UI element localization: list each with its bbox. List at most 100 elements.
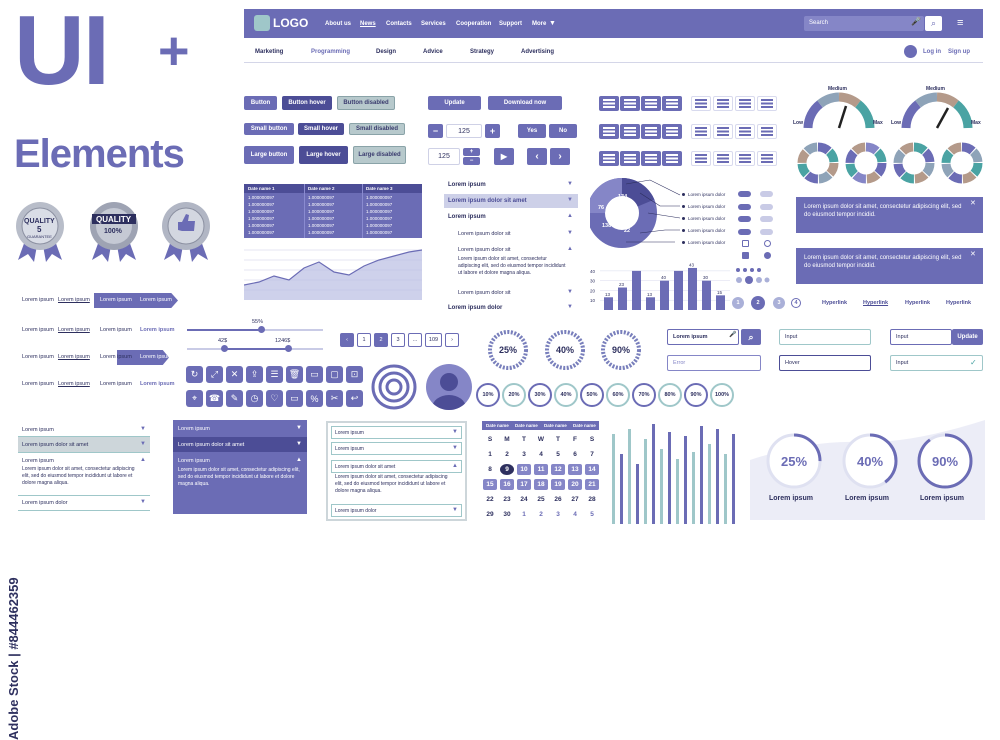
calendar-day[interactable]: 1 [522,511,526,518]
view-layout-icon[interactable] [691,124,711,139]
scissors-icon[interactable]: ✂ [326,390,343,407]
acc-left-item-2[interactable]: Lorem ipsum dolor sit amet [22,442,89,448]
microphone-icon[interactable]: 🎤 [911,17,921,26]
calendar-day[interactable]: 11 [534,464,548,475]
view-layout-icon[interactable] [691,96,711,111]
subnav-advertising[interactable]: Advertising [521,49,555,55]
acc-left-item-4[interactable]: Lorem ipsum dolor [22,500,68,506]
subnav-design[interactable]: Design [376,49,397,55]
acc-mid-item-2[interactable]: Lorem ipsum dolor sit amet [178,442,245,448]
acc-left-item-3[interactable]: Lorem ipsum [22,458,54,464]
subnav-strategy[interactable]: Strategy [470,49,495,55]
calendar-day[interactable]: 24 [520,496,528,503]
valid-field[interactable]: Input [890,355,983,371]
hamburger-menu-icon[interactable]: ≡ [957,17,964,29]
calendar-day[interactable]: 5 [590,511,594,518]
acc-box-row[interactable] [331,442,462,455]
upload-icon[interactable]: ⇪ [246,366,263,383]
acc-box-row[interactable] [331,504,462,517]
pagination-next[interactable]: › [445,333,459,347]
square-icon[interactable]: ▢ [326,366,343,383]
acc-box-item[interactable]: Lorem ipsum dolor sit amet [335,464,396,470]
alarm-icon[interactable]: ◷ [246,390,263,407]
trash-icon[interactable]: 🗑 [286,366,303,383]
calendar-day[interactable]: 5 [556,451,560,458]
nav-cooperation[interactable]: Cooperation [456,21,492,27]
yes-button[interactable]: Yes [518,124,546,138]
nav-contacts[interactable]: Contacts [386,21,412,27]
search-button[interactable]: ⌕ [925,16,942,31]
toggle-switch[interactable] [760,229,773,235]
screen-icon[interactable]: ⊡ [346,366,363,383]
pagination-2[interactable]: 2 [374,333,388,347]
button-default[interactable]: Button [244,96,277,110]
phone-icon[interactable]: ☎ [206,390,223,407]
breadcrumb-item[interactable]: Lorem ipsum [100,354,132,360]
calendar-day[interactable]: 6 [573,451,577,458]
bar[interactable] [604,297,613,310]
acc-center-item-6[interactable]: Lorem ipsum dolor sit [458,290,511,296]
calendar-day[interactable]: 28 [588,496,596,503]
view-layout-icon[interactable] [735,96,755,111]
view-layout-icon[interactable] [757,151,777,166]
view-layout-icon[interactable] [599,96,619,111]
view-layout-icon[interactable] [662,151,682,166]
calendar-day[interactable]: 26 [554,496,562,503]
hyperlink-2[interactable]: Hyperlink [863,300,889,306]
bar[interactable] [660,280,669,310]
refresh-icon[interactable]: ↻ [186,366,203,383]
nav-support[interactable]: Support [499,21,522,27]
close-icon[interactable]: ✕ [970,251,976,258]
logo-text[interactable]: LOGO [273,16,309,30]
minus-button[interactable]: − [428,124,443,138]
stepper-value-2[interactable]: 125 [428,148,460,165]
calendar-day[interactable]: 25 [537,496,545,503]
calendar-day[interactable]: 19 [551,479,565,490]
toggle-switch[interactable] [760,216,773,222]
view-layout-icon[interactable] [599,151,619,166]
view-layout-icon[interactable] [662,96,682,111]
view-layout-icon[interactable] [757,96,777,111]
calendar-day[interactable]: 18 [534,479,548,490]
error-field[interactable]: Error [667,355,761,371]
percent-icon[interactable]: % [306,390,323,407]
acc-box-row[interactable] [331,460,462,473]
view-layout-icon[interactable] [641,96,661,111]
table-header-cell[interactable]: Date name 1 [248,186,275,191]
bar[interactable] [646,297,655,310]
breadcrumb-item[interactable]: Lorem ipsum [22,327,54,333]
view-layout-icon[interactable] [713,151,733,166]
large-button-hover[interactable]: Large hover [299,146,348,164]
view-layout-icon[interactable] [599,124,619,139]
bar[interactable] [674,270,683,310]
slider-thumb-min[interactable] [221,345,228,352]
decrement-button[interactable]: − [463,157,480,165]
acc-center-item-4[interactable]: Lorem ipsum dolor sit [458,231,511,237]
breadcrumb-item[interactable]: Lorem ipsum [100,327,132,333]
acc-center-item-2[interactable]: Lorem ipsum dolor sit amet [448,198,527,204]
breadcrumb-item[interactable]: Lorem ipsum [140,327,175,333]
prev-arrow-button[interactable]: ‹ [527,148,547,165]
calendar-day[interactable]: 2 [539,511,543,518]
microphone-icon[interactable]: 🎤 [729,332,737,338]
step-1[interactable]: 1 [732,297,744,309]
menu-icon[interactable]: ☰ [266,366,283,383]
slider-thumb-1[interactable] [258,326,265,333]
radio-button[interactable] [764,240,771,247]
comment-icon[interactable]: ▭ [306,366,323,383]
hyperlink-1[interactable]: Hyperlink [822,300,848,306]
search-submit-button[interactable]: ⌕ [741,329,761,345]
view-layout-icon[interactable] [757,124,777,139]
calendar-day[interactable]: 8 [488,466,492,473]
calendar-day[interactable]: 22 [486,496,494,503]
view-layout-icon[interactable] [620,124,640,139]
search-input[interactable] [804,16,924,31]
play-button[interactable]: ▶ [494,148,514,165]
calendar-day[interactable]: 30 [503,511,511,518]
view-layout-icon[interactable] [713,96,733,111]
view-layout-icon[interactable] [691,151,711,166]
acc-box-row[interactable] [331,426,462,439]
calendar-day[interactable]: 15 [483,479,497,490]
small-button[interactable]: Small button [244,123,294,135]
return-icon[interactable]: ↩ [346,390,363,407]
